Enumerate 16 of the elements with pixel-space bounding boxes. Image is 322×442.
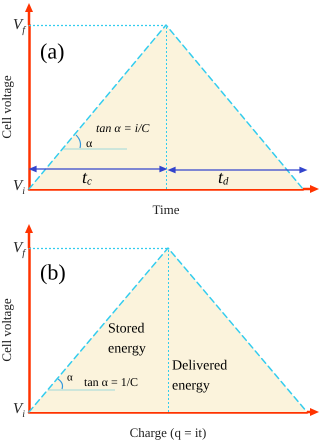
x-axis-title: Time	[152, 202, 180, 217]
annotation: tan α = 1/C	[84, 375, 138, 389]
ref-line-label: V$_{f}$	[13, 240, 26, 259]
annotation: Delivered energy	[172, 358, 231, 394]
annotation: α	[86, 136, 93, 150]
annotation: (b)	[40, 260, 66, 284]
ref-line-label: V$_{f}$	[13, 17, 26, 36]
text: V$_{i}$	[13, 178, 26, 197]
annotation: (a)	[40, 38, 64, 64]
y-axis-title: Cell voltage	[0, 298, 14, 362]
annotation: tan α = i/C	[96, 121, 150, 135]
text: V$_{i}$	[13, 401, 26, 420]
annotation: α	[67, 372, 73, 384]
annotation: Stored energy	[108, 322, 148, 356]
x-axis-title: Charge (q = it)	[130, 425, 206, 440]
y-axis-title: Cell voltage	[0, 75, 14, 139]
